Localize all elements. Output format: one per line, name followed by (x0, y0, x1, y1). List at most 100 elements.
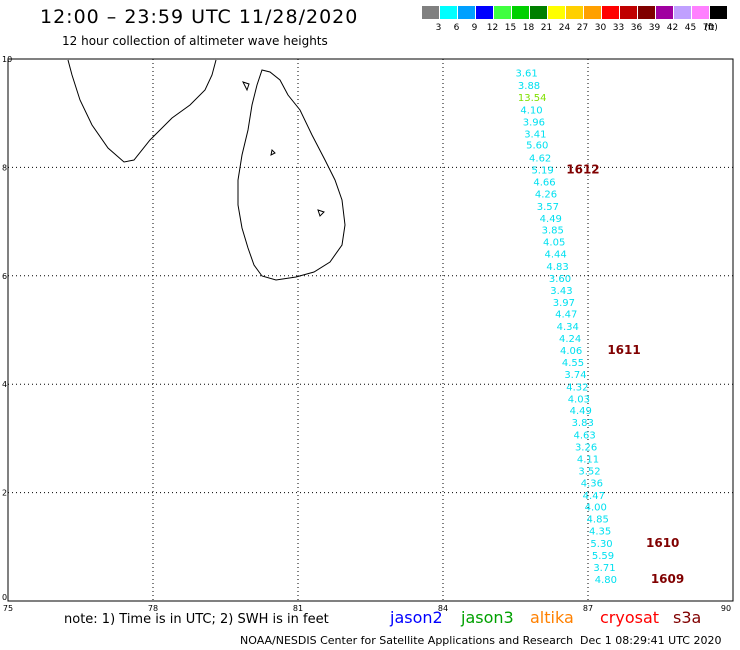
swh-point: 3.57 (537, 202, 559, 213)
swh-point: 4.47 (583, 491, 605, 502)
scale-label: 45 (684, 23, 697, 33)
scale-swatch (674, 6, 691, 19)
satellite-legend-item: cryosat (600, 608, 660, 627)
swh-point: 3.97 (553, 298, 575, 309)
swh-point: 5.30 (590, 539, 612, 550)
swh-point: 3.74 (564, 370, 586, 381)
swh-point: 4.62 (529, 154, 551, 165)
swh-point: 4.35 (589, 527, 611, 538)
swh-point: 4.80 (595, 575, 617, 586)
y-tick-label: 10 (2, 55, 12, 64)
scale-swatch (512, 6, 529, 19)
pass-time-label: 1611 (607, 343, 640, 357)
scale-swatch (422, 6, 439, 19)
scale-label: 42 (666, 23, 679, 33)
swh-point: 4.06 (560, 346, 582, 357)
swh-point: 3.83 (572, 418, 594, 429)
swh-point: 4.00 (585, 503, 607, 514)
scale-swatch (692, 6, 709, 19)
scale-label: 39 (648, 23, 661, 33)
page-title: 12:00 – 23:59 UTC 11/28/2020 (40, 6, 359, 28)
swh-point: 4.49 (570, 406, 592, 417)
island-speck-3 (270, 148, 276, 156)
swh-point: 4.44 (545, 250, 567, 261)
coastline (67, 59, 346, 281)
scale-swatch (620, 6, 637, 19)
swh-point: 4.24 (559, 334, 581, 345)
swh-point: 5.60 (526, 141, 548, 152)
swh-point: 4.34 (557, 322, 579, 333)
x-tick-label: 75 (3, 604, 13, 613)
pass-time-labels: 1612 1611 1610 1609 (566, 163, 684, 586)
scale-unit: (ft) (704, 23, 718, 33)
satellite-legend-item: jason3 (461, 608, 514, 627)
swh-point: 3.52 (578, 466, 600, 477)
scale-label: 33 (612, 23, 625, 33)
swh-point: 4.63 (574, 431, 596, 442)
swh-point: 5.19 (531, 166, 553, 177)
axis-tick-labels: 75 78 81 84 87 90 0 2 4 6 8 10 (2, 55, 731, 613)
pass-time-label: 1610 (646, 536, 679, 550)
x-tick-label: 87 (583, 604, 593, 613)
swh-point: 4.49 (540, 214, 562, 225)
swh-point: 3.85 (542, 226, 564, 237)
lat-lon-grid (8, 59, 733, 601)
y-tick-label: 6 (2, 272, 7, 281)
credit-line: NOAA/NESDIS Center for Satellite Applica… (240, 634, 574, 647)
swh-point: 3.71 (593, 563, 615, 574)
swh-point: 4.10 (520, 105, 542, 116)
satellite-legend-item: jason2 (390, 608, 443, 627)
swh-point: 3.43 (550, 286, 572, 297)
scale-swatch (530, 6, 547, 19)
swh-point: 3.96 (523, 117, 545, 128)
swh-point: 3.26 (575, 443, 597, 454)
india-coast (67, 59, 217, 163)
swh-point: 4.32 (566, 382, 588, 393)
map-frame (7, 58, 734, 602)
scale-label: 12 (486, 23, 499, 33)
swh-point: 4.36 (581, 478, 603, 489)
scale-label: 24 (558, 23, 571, 33)
scale-swatch (584, 6, 601, 19)
scale-swatch (656, 6, 673, 19)
pass-time-label: 1612 (566, 163, 599, 177)
scale-swatch (638, 6, 655, 19)
scale-label: 36 (630, 23, 643, 33)
altimeter-track: 3.613.8813.544.103.963.415.604.625.194.6… (516, 69, 618, 586)
x-tick-label: 90 (721, 604, 731, 613)
sri-lanka-coast (237, 69, 346, 281)
x-tick-label: 81 (293, 604, 303, 613)
pass-time-label: 1609 (651, 572, 684, 586)
scale-label: 9 (471, 23, 478, 33)
y-tick-label: 0 (2, 593, 7, 602)
satellite-legend-item: altika (530, 608, 574, 627)
y-tick-label: 8 (2, 163, 7, 172)
swh-point: 3.41 (524, 129, 546, 140)
page-subtitle: 12 hour collection of altimeter wave hei… (62, 34, 328, 48)
scale-swatch (440, 6, 457, 19)
swh-point: 3.61 (516, 69, 538, 80)
scale-label: 70 (702, 23, 715, 33)
scale-label: 21 (540, 23, 553, 33)
scale-swatch (566, 6, 583, 19)
swh-point: 4.26 (535, 189, 557, 200)
swh-point: 4.03 (568, 394, 590, 405)
swh-point: 4.83 (546, 262, 568, 273)
scale-label: 3 (435, 23, 442, 33)
swh-point: 4.47 (555, 310, 577, 321)
swh-point: 4.11 (577, 454, 599, 465)
swh-point: 4.55 (562, 358, 584, 369)
swh-point: 4.66 (533, 177, 555, 188)
swh-point: 4.85 (587, 515, 609, 526)
scale-label: 30 (594, 23, 607, 33)
x-tick-label: 78 (148, 604, 158, 613)
x-tick-label: 84 (438, 604, 448, 613)
swh-point: 5.59 (592, 551, 614, 562)
satellite-legend-item: s3a (673, 608, 702, 627)
island-speck (242, 81, 250, 92)
island-speck-2 (317, 209, 325, 217)
swh-point: 4.05 (543, 238, 565, 249)
scale-swatch (476, 6, 493, 19)
y-tick-label: 2 (2, 489, 7, 498)
